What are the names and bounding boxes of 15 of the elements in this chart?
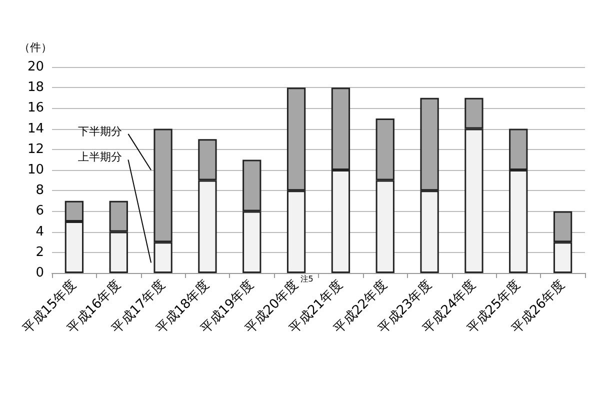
y-axis-title: （件）: [19, 41, 52, 54]
y-tick-label: 2: [36, 244, 44, 260]
y-tick-label: 18: [27, 80, 44, 96]
annotation: 注5: [300, 274, 314, 284]
y-tick-label: 12: [27, 142, 44, 157]
y-tick-label: 14: [27, 121, 44, 136]
y-tick-label: 6: [36, 204, 44, 219]
y-tick-label: 20: [27, 60, 44, 74]
y-tick-label: 8: [36, 183, 44, 198]
y-tick-label: 16: [27, 100, 44, 116]
y-tick-label: 4: [36, 224, 44, 240]
y-tick-label: 10: [27, 162, 44, 178]
text: 上半期分: [78, 150, 122, 164]
text: 下半期分: [78, 124, 122, 138]
y-tick-label: 0: [36, 266, 44, 280]
